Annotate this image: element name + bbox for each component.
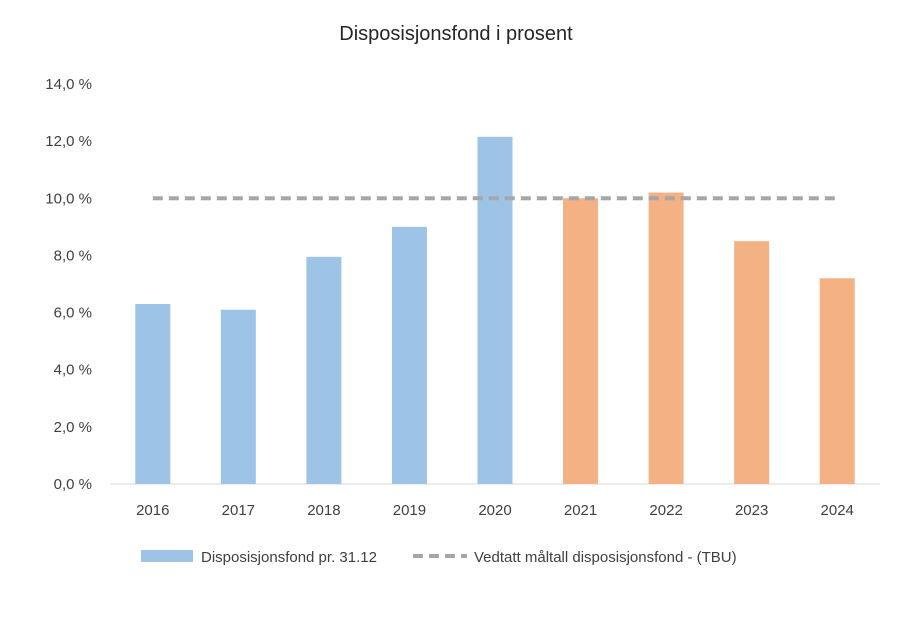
x-tick-label: 2016 (136, 502, 169, 519)
bar-2022 (648, 192, 684, 485)
x-tick-label: 2018 (307, 502, 340, 519)
bar-2016 (135, 304, 171, 484)
legend-bar-label: Disposisjonsfond pr. 31.12 (201, 549, 377, 566)
y-tick-label: 6,0 % (54, 305, 92, 322)
x-tick-label: 2021 (564, 502, 597, 519)
bar-2017 (220, 309, 256, 484)
x-tick-label: 2017 (222, 502, 255, 519)
bar-2019 (391, 226, 427, 484)
y-tick-label: 10,0 % (45, 190, 92, 207)
bar-2024 (819, 278, 855, 484)
bar-2020 (477, 136, 513, 484)
y-tick-label: 12,0 % (45, 133, 92, 150)
x-tick-label: 2019 (393, 502, 426, 519)
bar-2018 (306, 256, 342, 484)
x-tick-label: 2023 (735, 502, 768, 519)
y-axis-ticks: 0,0 % 2,0 % 4,0 % 6,0 % 8,0 % 10,0 % 12,0 % 14,… (45, 76, 92, 493)
y-tick-label: 2,0 % (54, 419, 92, 436)
y-tick-label: 8,0 % (54, 247, 92, 264)
chart-title: Disposisjonsfond i prosent (339, 23, 573, 45)
bar-series (135, 136, 855, 485)
bar-2021 (563, 198, 599, 485)
legend: Disposisjonsfond pr. 31.12 Vedtatt målta… (141, 549, 737, 566)
y-tick-label: 0,0 % (54, 476, 92, 493)
x-tick-label: 2024 (821, 502, 854, 519)
x-tick-label: 2022 (649, 502, 682, 519)
x-tick-label: 2020 (478, 502, 511, 519)
y-tick-label: 14,0 % (45, 76, 92, 93)
legend-line-label: Vedtatt måltall disposisjonsfond - (TBU) (474, 549, 737, 566)
bar-2023 (734, 241, 770, 484)
legend-bar-swatch (141, 550, 193, 562)
y-tick-label: 4,0 % (54, 362, 92, 379)
x-axis-ticks: 2016 2017 2018 2019 2020 2021 2022 2023 2024 (136, 502, 854, 519)
